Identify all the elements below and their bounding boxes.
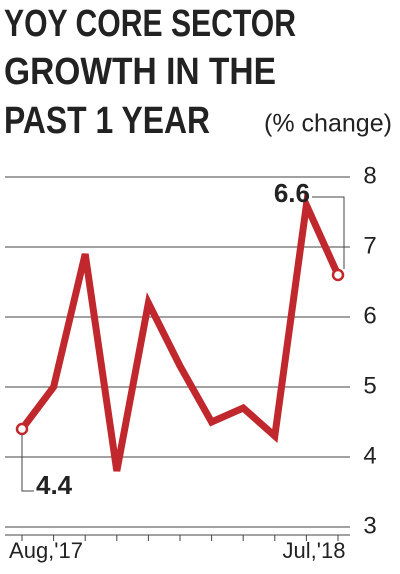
y-tick-label: 7 xyxy=(363,232,376,259)
x-tick-label: Jul,'18 xyxy=(283,538,346,563)
point-marker xyxy=(15,422,29,436)
point-marker xyxy=(331,268,345,282)
y-tick-label: 5 xyxy=(363,372,376,399)
value-label: 4.4 xyxy=(36,470,73,500)
y-tick-label: 8 xyxy=(363,162,376,189)
subtitle: (% change) xyxy=(264,110,392,138)
value-label: 6.6 xyxy=(274,178,310,208)
chart-title: YOY CORE SECTOR xyxy=(4,3,296,45)
y-tick-label: 3 xyxy=(363,512,376,539)
line xyxy=(19,192,342,472)
leader-line xyxy=(312,196,345,269)
chart-title: GROWTH IN THE xyxy=(4,51,276,93)
leader-line xyxy=(21,435,34,492)
y-tick-label: 4 xyxy=(363,442,376,469)
x-tick-label: Aug,'17 xyxy=(9,538,83,563)
chart-title: PAST 1 YEAR xyxy=(4,100,210,142)
y-tick-label: 6 xyxy=(363,302,376,329)
